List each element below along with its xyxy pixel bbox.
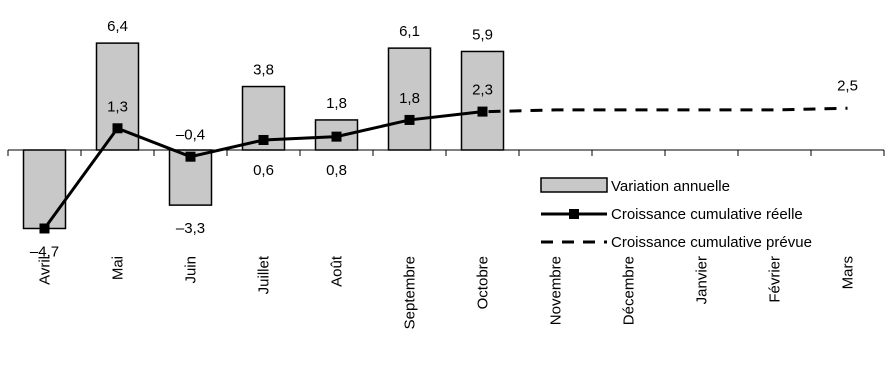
bar-value-label: –3,3 <box>176 220 205 237</box>
category-label: Mars <box>840 256 857 289</box>
actual-growth-point <box>185 151 196 162</box>
bar-value-label: 6,4 <box>107 18 128 35</box>
actual-value-label: 2,3 <box>472 82 493 99</box>
actual-value-label: 0,6 <box>253 162 274 179</box>
bar-value-label: 3,8 <box>253 62 274 79</box>
bar-value-label: 6,1 <box>399 23 420 40</box>
category-label: Décembre <box>621 256 638 325</box>
planned-growth-line <box>488 106 848 114</box>
actual-growth-point <box>404 114 415 125</box>
actual-growth-point <box>112 123 123 134</box>
category-label: Novembre <box>548 256 565 325</box>
lines-layer <box>39 106 848 234</box>
actual-growth-point <box>331 131 342 142</box>
category-label: Septembre <box>402 256 419 329</box>
category-label: Avril <box>37 256 54 285</box>
category-label: Février <box>767 256 784 303</box>
actual-growth-point <box>258 134 269 145</box>
bar-value-label: –4,7 <box>30 243 59 260</box>
category-label: Janvier <box>694 256 711 304</box>
actual-growth-point <box>39 223 50 234</box>
actual-value-label: 1,8 <box>399 90 420 107</box>
category-label: Juillet <box>256 255 273 294</box>
bar-octobre <box>460 50 505 151</box>
actual-value-label: 0,8 <box>326 162 347 179</box>
legend-marker-actual <box>569 209 579 219</box>
legend-label-planned: Croissance cumulative prévue <box>611 234 812 251</box>
category-label: Juin <box>183 256 200 284</box>
category-labels-layer: Avril Mai Juin Juillet Août Septembre Octobre N… <box>37 255 857 329</box>
bar-avril <box>22 149 67 230</box>
actual-growth-point <box>477 106 488 117</box>
legend-label-bar: Variation annuelle <box>611 178 730 195</box>
category-label: Mai <box>110 256 127 280</box>
x-axis <box>7 149 885 156</box>
bar-septembre <box>387 47 432 151</box>
legend: Variation annuelle Croissance cumulative … <box>540 177 812 251</box>
bar-value-label: 5,9 <box>472 26 493 43</box>
legend-label-actual: Croissance cumulative réelle <box>611 206 803 223</box>
planned-value-label: 2,5 <box>837 77 858 94</box>
category-label: Août <box>329 255 346 287</box>
bar-value-label: 1,8 <box>326 95 347 112</box>
legend-swatch-bar <box>540 177 608 193</box>
category-label: Octobre <box>475 256 492 309</box>
actual-value-label: –0,4 <box>176 127 205 144</box>
actual-value-label: 1,3 <box>107 98 128 115</box>
data-labels-layer: –4,7 6,4 –3,3 3,8 1,8 6,1 5,9 1,3 –0,4 0,6 0,8 1,8 2… <box>30 18 858 260</box>
